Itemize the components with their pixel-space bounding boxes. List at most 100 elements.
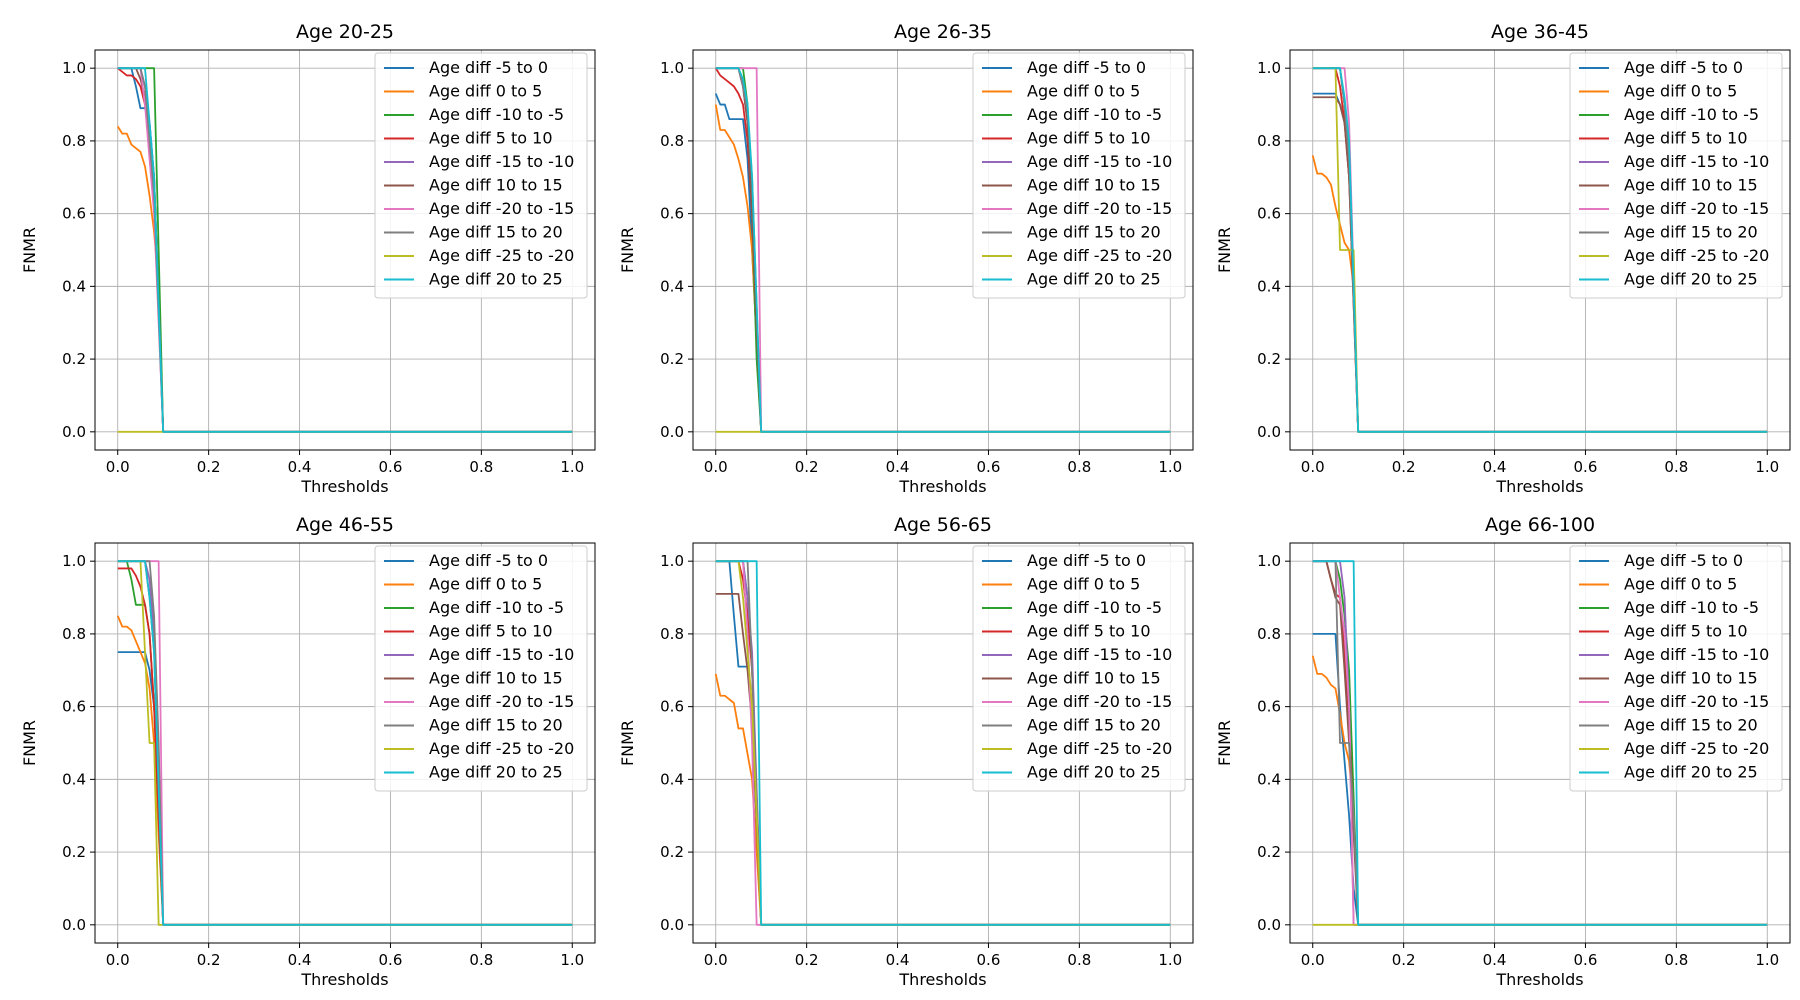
y-tick-label: 1.0	[1257, 59, 1281, 77]
x-axis-label: Thresholds	[300, 970, 388, 989]
legend-label: Age diff 5 to 10	[429, 129, 553, 148]
legend-label: Age diff -25 to -20	[1624, 246, 1769, 265]
x-tick-label: 0.0	[1301, 951, 1325, 969]
plot-frame	[94, 542, 596, 944]
legend: Age diff -5 to 0 Age diff 0 to 5 Age diff …	[374, 52, 588, 299]
x-tick-label: 0.6	[379, 951, 403, 969]
legend-label: Age diff -25 to -20	[429, 246, 574, 265]
legend-label: Age diff -5 to 0	[1027, 551, 1146, 570]
subplot-6: 0.0 0.2 0.4 0.6 0.8 1.0 0.0 0.2 0.4 0.6 0.8 1.0 Age …	[1215, 514, 1791, 989]
x-tick-label: 0.2	[795, 458, 819, 476]
legend-box	[1569, 545, 1783, 792]
y-tick-label: 1.0	[660, 552, 684, 570]
legend-label: Age diff -10 to -5	[429, 105, 564, 124]
x-tick-label: 0.2	[1392, 458, 1416, 476]
y-tick-label: 0.2	[62, 350, 86, 368]
legend: Age diff -5 to 0 Age diff 0 to 5 Age diff …	[972, 52, 1186, 299]
series-line-10	[117, 67, 573, 433]
series-line-10	[1312, 560, 1768, 926]
legend-label: Age diff 15 to 20	[1624, 716, 1758, 735]
y-tick-label: 0.8	[62, 132, 86, 150]
y-tick-label: 0.4	[1257, 277, 1281, 295]
y-tick-label: 0.2	[62, 843, 86, 861]
x-tick-label: 0.2	[1392, 951, 1416, 969]
legend-label: Age diff -5 to 0	[1624, 551, 1743, 570]
legend-label: Age diff -20 to -15	[1027, 692, 1172, 711]
chart-title: Age 46-55	[296, 514, 394, 536]
legend-label: Age diff 15 to 20	[1624, 223, 1758, 242]
subplot-2: 0.0 0.2 0.4 0.6 0.8 1.0 0.0 0.2 0.4 0.6 0.8 1.0 Age …	[618, 21, 1194, 496]
legend-box	[972, 545, 1186, 792]
legend-label: Age diff -5 to 0	[429, 58, 548, 77]
legend-label: Age diff -10 to -5	[1624, 105, 1759, 124]
x-tick-label: 0.6	[977, 458, 1001, 476]
x-tick-label: 0.4	[886, 951, 910, 969]
legend-label: Age diff 10 to 15	[429, 669, 563, 688]
y-tick-label: 0.8	[660, 132, 684, 150]
plot-frame	[692, 542, 1194, 944]
legend-label: Age diff -25 to -20	[1624, 739, 1769, 758]
legend: Age diff -5 to 0 Age diff 0 to 5 Age diff …	[1569, 545, 1783, 792]
y-tick-label: 0.2	[1257, 350, 1281, 368]
x-tick-label: 0.0	[106, 458, 130, 476]
legend: Age diff -5 to 0 Age diff 0 to 5 Age diff …	[972, 545, 1186, 792]
legend-label: Age diff -15 to -10	[1624, 645, 1769, 664]
y-axis-label: FNMR	[1215, 720, 1234, 766]
legend-label: Age diff -10 to -5	[1624, 598, 1759, 617]
x-tick-label: 0.4	[288, 458, 312, 476]
y-tick-label: 0.4	[62, 277, 86, 295]
legend-label: Age diff 15 to 20	[1027, 716, 1161, 735]
y-axis-label: FNMR	[1215, 227, 1234, 273]
x-tick-label: 1.0	[1158, 458, 1182, 476]
y-tick-label: 0.4	[1257, 770, 1281, 788]
legend-label: Age diff -15 to -10	[429, 152, 574, 171]
x-tick-label: 0.6	[1574, 458, 1598, 476]
y-tick-label: 0.8	[62, 625, 86, 643]
legend-label: Age diff 20 to 25	[1027, 270, 1161, 289]
series-lines	[714, 67, 1171, 433]
legend-label: Age diff -15 to -10	[1624, 152, 1769, 171]
series-lines	[714, 560, 1171, 926]
x-tick-label: 0.0	[106, 951, 130, 969]
plot-frame	[1289, 542, 1791, 944]
legend-label: Age diff 20 to 25	[1624, 763, 1758, 782]
y-tick-label: 1.0	[1257, 552, 1281, 570]
y-tick-label: 0.0	[62, 916, 86, 934]
x-tick-label: 1.0	[1755, 951, 1779, 969]
legend-label: Age diff -25 to -20	[1027, 739, 1172, 758]
y-tick-label: 0.0	[1257, 423, 1281, 441]
series-line-2	[714, 673, 1171, 926]
legend-label: Age diff 20 to 25	[1624, 270, 1758, 289]
legend-label: Age diff -20 to -15	[1027, 199, 1172, 218]
legend-label: Age diff 0 to 5	[1027, 575, 1140, 594]
x-tick-label: 1.0	[560, 458, 584, 476]
legend-label: Age diff 20 to 25	[429, 270, 563, 289]
x-tick-label: 0.8	[1664, 951, 1688, 969]
subplot-3: 0.0 0.2 0.4 0.6 0.8 1.0 0.0 0.2 0.4 0.6 0.8 1.0 Age …	[1215, 21, 1791, 496]
legend-label: Age diff 10 to 15	[1624, 669, 1758, 688]
legend-label: Age diff 10 to 15	[1027, 669, 1161, 688]
y-axis-label: FNMR	[20, 720, 39, 766]
x-tick-label: 0.4	[288, 951, 312, 969]
y-tick-label: 0.0	[660, 916, 684, 934]
legend-box	[972, 52, 1186, 299]
plot-frame	[94, 49, 596, 451]
series-line-2	[116, 615, 573, 926]
x-tick-label: 0.4	[1483, 458, 1507, 476]
legend-label: Age diff 10 to 15	[1027, 176, 1161, 195]
y-tick-label: 0.0	[62, 423, 86, 441]
x-tick-label: 0.8	[1664, 458, 1688, 476]
legend-label: Age diff -5 to 0	[1027, 58, 1146, 77]
subplot-5: 0.0 0.2 0.4 0.6 0.8 1.0 0.0 0.2 0.4 0.6 0.8 1.0 Age …	[618, 514, 1194, 989]
x-axis-label: Thresholds	[898, 970, 986, 989]
y-tick-label: 1.0	[62, 59, 86, 77]
y-tick-label: 1.0	[660, 59, 684, 77]
legend-label: Age diff 15 to 20	[429, 716, 563, 735]
legend-label: Age diff 20 to 25	[1027, 763, 1161, 782]
subplot-1: 0.0 0.2 0.4 0.6 0.8 1.0 0.0 0.2 0.4 0.6 0.8 1.0 Age …	[20, 21, 596, 496]
y-axis-label: FNMR	[618, 720, 637, 766]
legend-label: Age diff -20 to -15	[429, 692, 574, 711]
y-tick-label: 0.6	[1257, 698, 1281, 716]
y-tick-label: 0.6	[62, 205, 86, 223]
